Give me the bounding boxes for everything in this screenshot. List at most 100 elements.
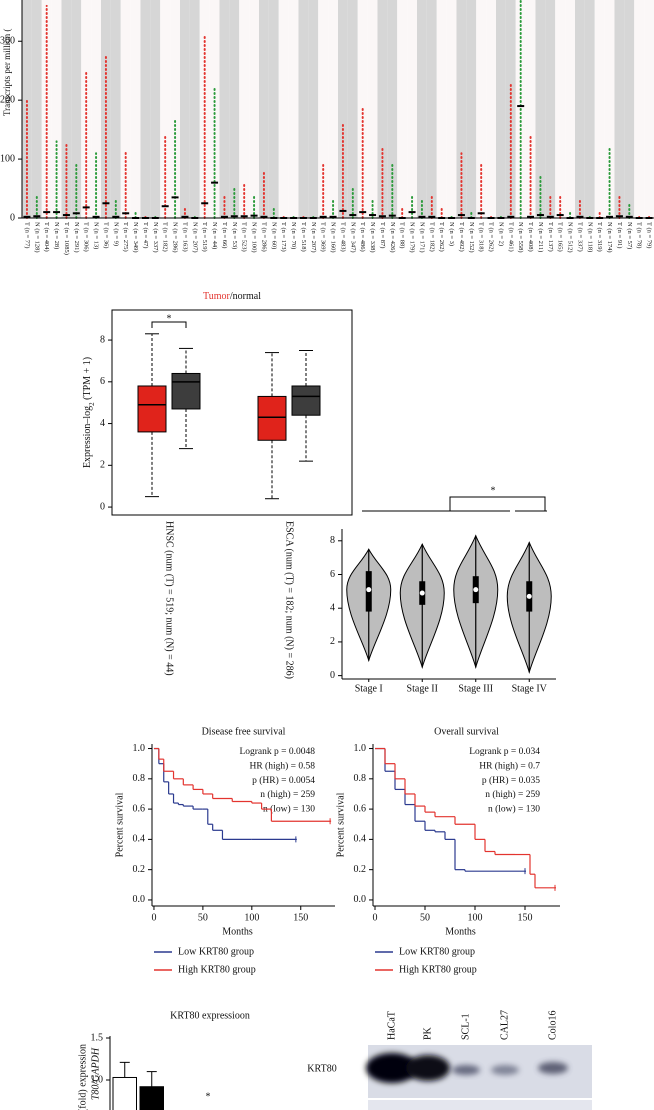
column-stripe	[328, 0, 338, 218]
column-stripe	[298, 0, 309, 218]
x-tick-label: N (n = 558)	[517, 222, 524, 253]
y-axis-label: Percent survival	[335, 792, 346, 857]
x-tick-label: T (n = 286)	[260, 222, 267, 252]
y-tick-label: 0.6	[133, 803, 146, 814]
column-stripe	[130, 0, 141, 218]
column-stripe	[555, 0, 566, 218]
y-tick-label: 0.4	[133, 834, 146, 845]
y-tick-label: 300	[0, 36, 15, 47]
violin-median	[366, 587, 372, 593]
y-tick-label: 8	[330, 535, 335, 546]
y-axis-label: T80/GAPDH	[90, 1047, 101, 1100]
x-tick-label: N (n = 128)	[33, 222, 40, 253]
y-axis-label: Percent survival	[114, 792, 125, 857]
column-stripe	[446, 0, 457, 218]
y-axis-label: Expression–log2 (TPM + 1)	[82, 357, 95, 468]
x-tick-label: N (n = 349)	[132, 222, 139, 253]
x-tick-label: 150	[518, 912, 533, 923]
column-stripe	[229, 0, 240, 218]
column-stripe	[545, 0, 556, 218]
column-stripe	[525, 0, 536, 218]
x-tick-label: T (n = 492)	[458, 222, 465, 252]
y-tick-label: 0	[10, 212, 15, 223]
stat-label: n (low) = 130	[263, 803, 315, 814]
violin-median	[526, 593, 532, 599]
stat-label: p (HR) = 0.0054	[252, 775, 315, 786]
column-stripe	[584, 0, 595, 218]
column-stripe	[150, 0, 161, 218]
lane-label: Colo16	[547, 1011, 558, 1040]
x-tick-label: T (n = 66)	[221, 222, 228, 248]
x-tick-label: N (n = 53)	[231, 222, 238, 249]
column-stripe	[110, 0, 121, 218]
column-stripe	[61, 0, 72, 218]
x-tick-label: HNSC (num (T) = 519; num (N) = 44)	[164, 521, 175, 676]
chart-title: Disease free survival	[202, 726, 286, 737]
significance-bracket	[449, 496, 546, 511]
y-tick-label: 0.2	[354, 864, 367, 875]
significance-label: *	[167, 313, 172, 324]
column-stripe	[308, 0, 319, 218]
x-tick-label: 0	[151, 912, 156, 923]
column-stripe	[219, 0, 230, 218]
x-tick-label: 50	[420, 912, 430, 923]
x-tick-label: T (n = 518)	[300, 222, 307, 252]
x-tick-label: T (n = 79)	[646, 222, 653, 248]
x-tick-label: T (n = 137)	[547, 222, 554, 252]
box	[291, 385, 321, 416]
legend-label: High KRT80 group	[399, 964, 477, 975]
x-tick-label: N (n = 512)	[567, 222, 574, 253]
column-stripe	[268, 0, 279, 218]
x-tick-label: N (n = 2)	[497, 222, 504, 246]
y-tick-label: 1.0	[91, 1074, 104, 1085]
x-tick-label: T (n = 523)	[241, 222, 248, 252]
lane-label: CAL27	[499, 1010, 510, 1040]
y-tick-label: 0.8	[354, 773, 367, 784]
x-tick-label: T (n = 36)	[102, 222, 109, 248]
x-tick-label: Stage IV	[512, 683, 548, 694]
x-tick-label: N (n = 207)	[310, 222, 317, 253]
x-tick-label: T (n = 88)	[399, 222, 406, 248]
y-tick-label: 1.0	[133, 743, 146, 754]
stat-label: Logrank p = 0.034	[469, 747, 540, 757]
x-tick-label: T (n = 182)	[428, 222, 435, 252]
x-tick-label: T (n = 87)	[379, 222, 386, 248]
x-tick-label: N (n = 174)	[606, 222, 613, 253]
x-tick-label: T (n = 275)	[122, 222, 129, 252]
violin-median	[419, 590, 425, 596]
x-tick-label: T (n = 1085)	[63, 222, 70, 255]
y-tick-label: 0.4	[354, 834, 367, 845]
y-tick-label: 0.2	[133, 864, 146, 875]
x-tick-label: N (n = 60)	[270, 222, 277, 249]
column-stripe	[397, 0, 408, 218]
stat-label: p (HR) = 0.035	[482, 775, 540, 786]
column-stripe	[170, 0, 180, 218]
box	[257, 395, 287, 441]
column-stripe	[496, 0, 506, 218]
stat-label: n (high) = 259	[260, 789, 315, 800]
y-axis-label: Transcripts per million (	[2, 29, 12, 116]
column-stripe	[160, 0, 171, 218]
column-stripe	[565, 0, 575, 218]
x-tick-label: N (n = 28)	[53, 222, 60, 249]
column-stripe	[278, 0, 289, 218]
x-tick-label: N (n = 338)	[369, 222, 376, 253]
blot-background	[368, 1100, 592, 1110]
column-stripe	[140, 0, 151, 218]
x-tick-label: T (n = 173)	[280, 222, 287, 252]
column-stripe	[189, 0, 200, 218]
legend-label: Low KRT80 group	[178, 946, 254, 957]
x-tick-label: T (n = 165)	[557, 222, 564, 252]
column-stripe	[31, 0, 42, 218]
x-tick-label: T (n = 262)	[488, 222, 495, 252]
chart-title: KRT80 expressioon	[170, 1010, 250, 1021]
band	[538, 1062, 568, 1074]
title-part: /normal	[230, 291, 261, 302]
y-tick-label: 1.0	[354, 743, 367, 754]
column-stripe	[644, 0, 654, 218]
x-tick-label: N (n = 291)	[73, 222, 80, 253]
x-tick-label: N (n = 44)	[211, 222, 218, 249]
y-tick-label: 0.0	[354, 894, 367, 905]
y-tick-label: 4	[100, 418, 105, 429]
x-tick-label: T (n = 262)	[438, 222, 445, 252]
